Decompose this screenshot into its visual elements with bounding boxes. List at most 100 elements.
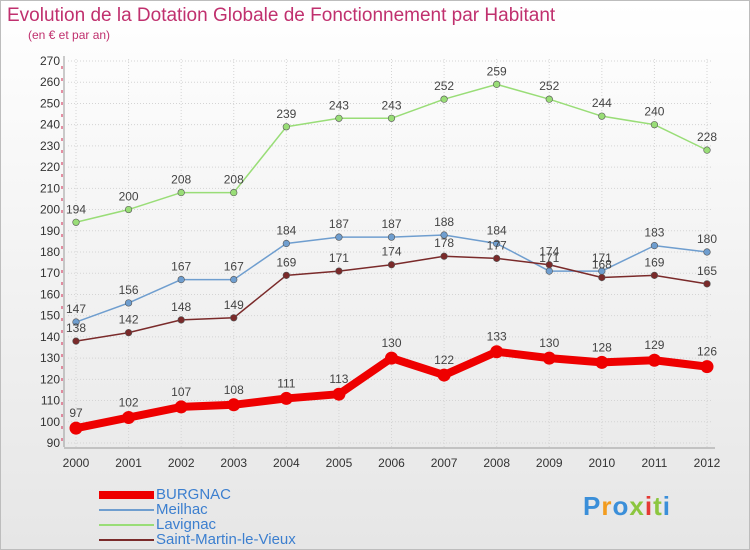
data-label: 129 (644, 338, 664, 352)
data-label: 240 (644, 105, 664, 119)
data-point (700, 360, 714, 374)
data-label: 149 (224, 298, 244, 312)
data-label: 148 (171, 300, 191, 314)
x-tick-label: 2011 (642, 456, 668, 470)
data-label: 180 (697, 232, 717, 246)
data-point (703, 146, 711, 154)
data-point (72, 337, 80, 345)
data-point (174, 400, 188, 414)
data-label: 239 (276, 107, 296, 121)
data-label: 102 (119, 396, 139, 410)
x-tick-label: 2007 (431, 456, 458, 470)
data-point (598, 273, 606, 282)
data-point (650, 271, 659, 279)
data-label: 184 (276, 224, 296, 238)
legend-swatch (99, 508, 154, 511)
data-point (598, 112, 606, 120)
data-label: 244 (592, 96, 612, 110)
data-point (72, 218, 80, 226)
x-tick-label: 2003 (220, 456, 247, 470)
chart-subtitle: (en € et par an) (28, 28, 111, 42)
legend-swatch (99, 523, 154, 526)
data-point (545, 261, 553, 269)
logo-letter: i (644, 491, 654, 521)
legend-item: Meilhac (99, 502, 296, 517)
y-tick-label: 240 (40, 118, 60, 132)
data-label: 169 (644, 255, 664, 269)
data-label: 188 (434, 215, 454, 229)
data-label: 97 (69, 406, 83, 420)
y-tick-label: 140 (40, 330, 60, 344)
data-point (282, 271, 290, 279)
legend-swatch (99, 538, 154, 541)
data-label: 122 (434, 353, 454, 367)
legend-label: Meilhac (156, 501, 208, 518)
x-tick-label: 2012 (694, 456, 721, 470)
data-point (542, 351, 556, 365)
data-point (69, 421, 83, 435)
y-tick-label: 250 (40, 96, 60, 110)
y-tick-label: 230 (40, 139, 60, 153)
data-label: 183 (644, 226, 664, 240)
logo-letter: o (612, 491, 630, 521)
data-point (335, 267, 343, 275)
legend-swatch (99, 490, 154, 499)
y-tick-label: 210 (40, 181, 60, 195)
legend-label: BURGNAC (156, 486, 232, 503)
data-point (545, 267, 553, 275)
data-point (177, 188, 185, 197)
data-point (279, 391, 293, 405)
data-label: 200 (119, 190, 139, 204)
x-tick-label: 2001 (115, 456, 142, 470)
data-point (385, 351, 398, 365)
data-point (493, 80, 501, 88)
data-label: 142 (119, 313, 139, 327)
data-point (332, 387, 346, 401)
data-label: 208 (171, 173, 191, 187)
x-tick-label: 2010 (588, 456, 615, 470)
y-tick-label: 150 (40, 309, 60, 323)
data-label: 138 (66, 321, 86, 335)
data-point (387, 233, 396, 241)
data-point (124, 329, 133, 337)
data-point (72, 318, 80, 326)
data-label: 259 (487, 64, 507, 78)
x-tick-label: 2009 (536, 456, 563, 470)
y-tick-label: 130 (40, 351, 60, 365)
data-point (177, 316, 185, 324)
data-point (227, 398, 241, 412)
data-label: 130 (539, 336, 559, 350)
data-label: 111 (277, 376, 296, 390)
data-label: 187 (381, 217, 401, 231)
data-point (650, 242, 659, 250)
data-label: 174 (381, 245, 401, 259)
data-label: 156 (119, 283, 139, 297)
logo-letter: i (662, 491, 671, 521)
data-point (124, 205, 133, 214)
data-point (230, 314, 238, 322)
data-point (440, 252, 448, 260)
data-label: 128 (592, 340, 612, 354)
y-tick-label: 220 (40, 160, 60, 174)
data-point (335, 233, 343, 241)
data-point (177, 275, 185, 284)
chart-legend: BURGNAC Meilhac Lavignac Saint-Martin-le-Vi… (99, 487, 296, 547)
legend-label: Saint-Martin-le-Vieux (156, 531, 296, 548)
data-label: 130 (381, 336, 401, 350)
proxiti-logo: Proxiti (583, 491, 671, 522)
x-tick-label: 2002 (168, 456, 195, 470)
x-tick-label: 2000 (63, 456, 90, 470)
y-tick-label: 170 (40, 266, 60, 280)
data-label: 177 (487, 238, 507, 252)
data-point (387, 114, 396, 122)
y-tick-label: 100 (40, 415, 60, 429)
logo-letter: r (601, 491, 613, 521)
y-tick-label: 90 (47, 436, 61, 450)
data-point (282, 123, 290, 131)
data-point (493, 239, 501, 248)
data-label: 165 (697, 264, 717, 278)
data-label: 126 (697, 345, 717, 359)
y-tick-label: 200 (40, 203, 60, 217)
